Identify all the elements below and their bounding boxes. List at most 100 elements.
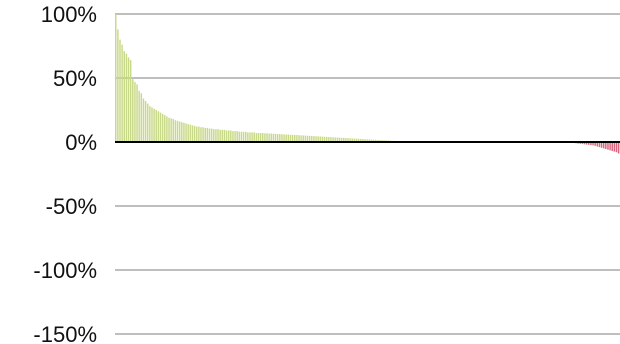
y-tick-label: -150% bbox=[33, 322, 97, 344]
bar bbox=[127, 57, 130, 142]
bar bbox=[185, 123, 187, 142]
bar bbox=[583, 142, 586, 145]
bar bbox=[285, 134, 287, 142]
bar bbox=[311, 135, 313, 142]
bar bbox=[313, 136, 315, 142]
bar bbox=[274, 133, 277, 142]
bar bbox=[279, 134, 281, 142]
bar bbox=[136, 84, 138, 142]
bar bbox=[351, 138, 354, 142]
bar bbox=[325, 136, 328, 142]
bar bbox=[366, 139, 368, 142]
bar bbox=[607, 142, 609, 150]
bar bbox=[308, 135, 311, 142]
bar bbox=[349, 138, 351, 142]
bar bbox=[153, 108, 155, 142]
bar bbox=[281, 134, 283, 142]
bar bbox=[208, 128, 211, 142]
bar bbox=[244, 131, 247, 142]
bar bbox=[347, 138, 349, 142]
bar bbox=[602, 142, 605, 149]
bar bbox=[191, 125, 194, 142]
bar bbox=[236, 131, 238, 142]
bar bbox=[268, 133, 270, 142]
bar bbox=[617, 142, 620, 154]
bar bbox=[296, 135, 298, 142]
bar bbox=[343, 137, 345, 142]
y-tick-label: 100% bbox=[41, 2, 97, 27]
bar bbox=[264, 133, 266, 142]
bar bbox=[609, 142, 611, 151]
bar bbox=[334, 137, 336, 142]
bar bbox=[257, 133, 260, 142]
bar bbox=[168, 117, 170, 142]
bar bbox=[259, 133, 262, 142]
bar bbox=[172, 118, 175, 142]
bar bbox=[596, 142, 599, 147]
bar bbox=[170, 118, 172, 142]
y-axis-tick-labels: 100% 50% 0% -50% -100% -150% bbox=[33, 2, 97, 344]
bar bbox=[240, 131, 243, 142]
bar bbox=[377, 139, 379, 142]
bar bbox=[204, 127, 206, 142]
bar bbox=[164, 115, 166, 142]
bar bbox=[232, 131, 234, 142]
bar bbox=[262, 133, 264, 142]
bar bbox=[581, 142, 584, 145]
bar bbox=[166, 116, 168, 142]
bar bbox=[317, 136, 319, 142]
bar bbox=[206, 127, 209, 142]
bar bbox=[592, 142, 594, 146]
bar bbox=[283, 134, 285, 142]
bar bbox=[594, 142, 596, 146]
bar bbox=[221, 129, 224, 142]
bar bbox=[357, 138, 360, 142]
bar bbox=[198, 126, 200, 142]
bar bbox=[304, 135, 307, 142]
bar bbox=[319, 136, 322, 142]
bar bbox=[234, 131, 236, 142]
bar bbox=[144, 101, 147, 142]
bar bbox=[360, 138, 362, 142]
bar bbox=[202, 127, 204, 142]
gridlines bbox=[115, 13, 620, 335]
bar bbox=[255, 133, 258, 142]
bar bbox=[155, 110, 157, 142]
bar bbox=[146, 103, 149, 142]
bar bbox=[140, 93, 143, 142]
bar bbox=[238, 131, 241, 142]
bar bbox=[219, 129, 221, 142]
bar bbox=[151, 107, 153, 142]
y-tick-label: -100% bbox=[33, 258, 97, 283]
bar bbox=[115, 14, 117, 142]
bar bbox=[187, 124, 189, 142]
bar bbox=[362, 139, 364, 142]
bar bbox=[200, 127, 202, 142]
bar bbox=[157, 111, 160, 142]
bar bbox=[138, 90, 140, 142]
bar bbox=[227, 130, 230, 142]
bar bbox=[611, 142, 613, 151]
bar bbox=[323, 136, 326, 142]
bar bbox=[368, 139, 371, 142]
y-tick-label: 50% bbox=[53, 66, 97, 91]
bar bbox=[189, 124, 192, 142]
bar bbox=[142, 98, 145, 142]
bar bbox=[174, 120, 177, 142]
bar bbox=[242, 131, 245, 142]
bar bbox=[119, 39, 121, 142]
bar bbox=[605, 142, 607, 150]
bar bbox=[336, 137, 339, 142]
bar bbox=[298, 135, 300, 142]
bar bbox=[291, 134, 294, 142]
y-tick-label: 0% bbox=[65, 130, 97, 155]
bar bbox=[302, 135, 304, 142]
bar bbox=[600, 142, 603, 148]
bar bbox=[193, 126, 196, 142]
bar bbox=[123, 51, 126, 143]
bar bbox=[615, 142, 618, 153]
bar bbox=[276, 134, 279, 142]
bar bbox=[253, 132, 255, 142]
bar bbox=[225, 130, 228, 142]
